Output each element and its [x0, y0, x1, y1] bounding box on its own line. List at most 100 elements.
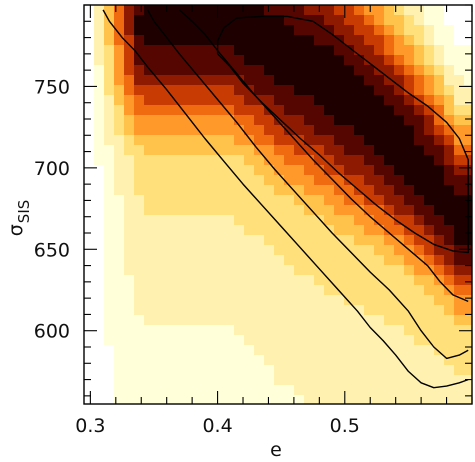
- heat-cell: [454, 235, 465, 246]
- heat-cell: [424, 295, 435, 306]
- heat-cell: [254, 155, 265, 166]
- heat-cell: [104, 235, 115, 246]
- heat-cell: [254, 25, 265, 36]
- heat-cell: [434, 65, 445, 76]
- heat-cell: [134, 75, 145, 86]
- heat-cell: [404, 395, 415, 404]
- heat-cell: [364, 85, 375, 96]
- heat-cell: [274, 75, 285, 86]
- heat-cell: [214, 65, 225, 76]
- heat-cell: [354, 15, 365, 26]
- density-heatmap: [94, 5, 472, 404]
- heat-cell: [144, 235, 155, 246]
- heat-cell: [114, 95, 125, 106]
- heat-cell: [124, 125, 135, 136]
- heat-cell: [214, 335, 225, 346]
- heat-cell: [144, 85, 155, 96]
- heat-cell: [434, 75, 445, 86]
- y-axis-label: σSIS: [5, 200, 33, 237]
- heat-cell: [444, 355, 455, 366]
- heat-cell: [394, 255, 405, 266]
- heat-cell: [194, 285, 205, 296]
- heat-cell: [164, 15, 175, 26]
- heat-cell: [234, 75, 245, 86]
- heat-cell: [104, 85, 115, 96]
- heat-cell: [284, 255, 295, 266]
- heat-cell: [434, 95, 445, 106]
- heat-cell: [104, 335, 115, 346]
- heat-cell: [414, 395, 425, 404]
- heat-cell: [314, 165, 325, 176]
- heat-cell: [94, 15, 105, 26]
- heat-cell: [104, 35, 115, 46]
- heat-cell: [424, 165, 435, 176]
- heat-cell: [234, 145, 245, 156]
- heat-cell: [434, 35, 445, 46]
- heat-cell: [194, 395, 205, 404]
- heat-cell: [254, 385, 265, 396]
- heat-cell: [224, 185, 235, 196]
- heat-cell: [414, 315, 425, 326]
- heat-cell: [194, 295, 205, 306]
- heat-cell: [244, 255, 255, 266]
- heat-cell: [414, 255, 425, 266]
- heat-cell: [424, 395, 435, 404]
- heat-cell: [114, 205, 125, 216]
- heat-cell: [244, 5, 255, 16]
- heat-cell: [224, 245, 235, 256]
- heat-cell: [174, 115, 185, 126]
- heat-cell: [284, 315, 295, 326]
- heat-cell: [434, 305, 445, 316]
- heat-cell: [454, 365, 465, 376]
- heat-cell: [264, 35, 275, 46]
- heat-cell: [394, 85, 405, 96]
- heat-cell: [294, 155, 305, 166]
- heat-cell: [224, 45, 235, 56]
- heat-cell: [294, 365, 305, 376]
- heat-cell: [154, 265, 165, 276]
- heat-cell: [444, 115, 455, 126]
- heat-cell: [94, 195, 105, 206]
- heat-cell: [184, 95, 195, 106]
- heat-cell: [314, 345, 325, 356]
- heat-cell: [264, 145, 275, 156]
- heat-cell: [324, 315, 335, 326]
- heat-cell: [434, 85, 445, 96]
- heat-cell: [394, 25, 405, 36]
- heat-cell: [334, 95, 345, 106]
- heat-cell: [224, 165, 235, 176]
- heat-cell: [204, 105, 215, 116]
- heat-cell: [234, 245, 245, 256]
- heat-cell: [204, 375, 215, 386]
- heat-cell: [94, 255, 105, 266]
- heat-cell: [274, 175, 285, 186]
- heat-cell: [254, 395, 265, 404]
- heat-cell: [104, 115, 115, 126]
- heat-cell: [174, 295, 185, 306]
- heat-cell: [314, 175, 325, 186]
- heat-cell: [244, 265, 255, 276]
- heat-cell: [224, 25, 235, 36]
- heat-cell: [334, 185, 345, 196]
- heat-cell: [404, 295, 415, 306]
- heat-cell: [234, 205, 245, 216]
- heat-cell: [94, 85, 105, 96]
- heat-cell: [344, 155, 355, 166]
- heat-cell: [304, 35, 315, 46]
- heat-cell: [454, 195, 465, 206]
- heat-cell: [234, 265, 245, 276]
- heat-cell: [444, 145, 455, 156]
- heat-cell: [134, 385, 145, 396]
- heat-cell: [444, 5, 455, 16]
- heat-cell: [324, 325, 335, 336]
- heat-cell: [194, 5, 205, 16]
- heat-cell: [454, 105, 465, 116]
- heat-cell: [354, 145, 365, 156]
- heat-cell: [94, 205, 105, 216]
- heat-cell: [444, 75, 455, 86]
- heat-cell: [164, 355, 175, 366]
- heat-cell: [434, 375, 445, 386]
- heat-cell: [294, 275, 305, 286]
- heat-cell: [114, 265, 125, 276]
- heat-cell: [94, 135, 105, 146]
